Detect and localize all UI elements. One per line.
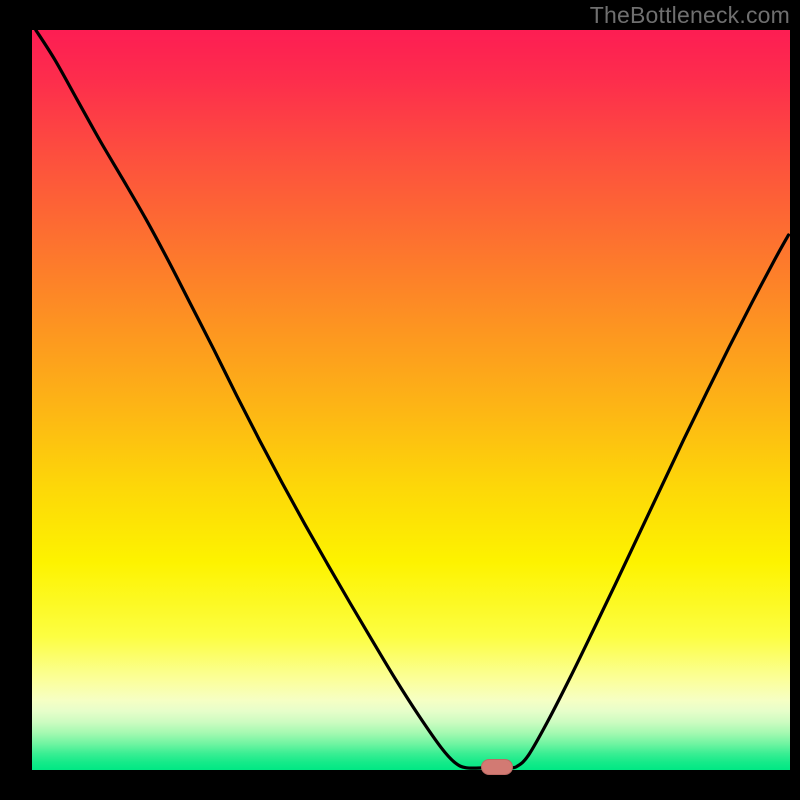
curve-path <box>36 30 789 768</box>
optimal-point-marker <box>481 759 513 775</box>
watermark-text: TheBottleneck.com <box>590 2 790 29</box>
plot-area <box>32 30 790 770</box>
chart-stage: TheBottleneck.com <box>0 0 800 800</box>
bottleneck-curve <box>32 30 790 770</box>
